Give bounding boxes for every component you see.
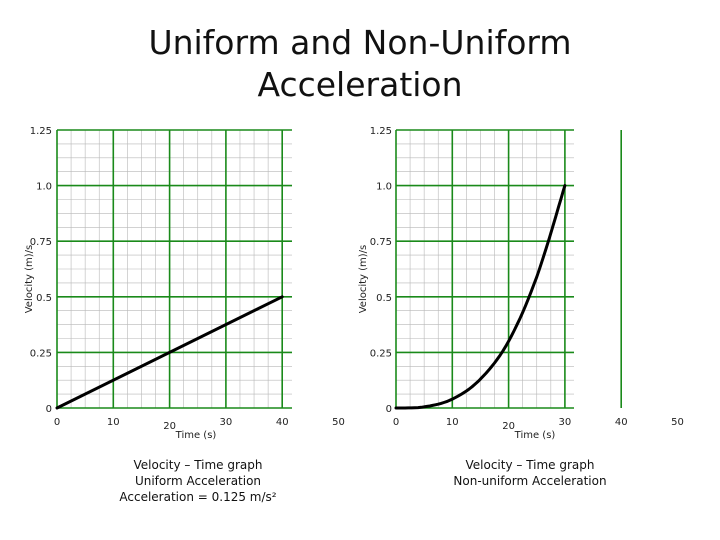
y-tick-label: 0.25 (370, 348, 392, 359)
chart-2-major-grid (395, 129, 623, 409)
y-tick-label: 0.75 (30, 237, 52, 248)
chart-1: 0 0.25 0.5 0.75 1.0 1.25 0 10 20 30 40 50 Time (s) Ve… (24, 126, 345, 441)
chart-1-caption-line-1: Velocity – Time graph (133, 458, 263, 472)
y-tick-label: 1.0 (36, 182, 52, 193)
chart-2-caption-line-2: Non-uniform Acceleration (453, 474, 607, 488)
chart-2-caption: Velocity – Time graph Non-uniform Accele… (410, 457, 650, 489)
y-axis-label: Velocity (m)/s (358, 245, 369, 314)
x-tick-label: 50 (671, 417, 684, 428)
x-tick-label: 20 (502, 421, 515, 432)
chart-2-minor-grid (395, 129, 574, 409)
chart-1-minor-grid (56, 129, 292, 409)
x-axis-label: Time (s) (175, 430, 217, 441)
chart-1-caption-line-3: Acceleration = 0.125 m/s² (119, 490, 277, 504)
x-axis-label: Time (s) (514, 430, 556, 441)
y-tick-label: 0.5 (376, 293, 392, 304)
x-tick-label: 0 (393, 417, 399, 428)
chart-2: 0 0.25 0.5 0.75 1.0 1.25 0 10 20 30 40 50 Time (s) Ve… (358, 126, 684, 441)
y-tick-label: 0.25 (30, 348, 52, 359)
title-line-1: Uniform and Non-Uniform (148, 23, 572, 62)
chart-2-caption-line-1: Velocity – Time graph (465, 458, 595, 472)
x-tick-label: 40 (615, 417, 628, 428)
x-tick-label: 0 (54, 417, 60, 428)
title-line-2: Acceleration (257, 65, 463, 104)
y-tick-label: 1.0 (376, 182, 392, 193)
x-tick-label: 30 (220, 417, 233, 428)
slide-title: Uniform and Non-Uniform Acceleration (0, 22, 720, 106)
x-tick-label: 20 (163, 421, 176, 432)
y-tick-label: 0.5 (36, 293, 52, 304)
y-tick-label: 0.75 (370, 237, 392, 248)
chart-1-series-line (55, 295, 284, 410)
x-tick-label: 10 (107, 417, 120, 428)
chart-2-series-line (394, 184, 567, 410)
x-tick-label: 50 (332, 417, 345, 428)
y-axis-label: Velocity (m)/s (24, 245, 35, 314)
chart-1-caption-line-2: Uniform Acceleration (134, 474, 262, 488)
x-tick-label: 10 (446, 417, 459, 428)
chart-1-major-grid (56, 129, 292, 409)
y-tick-label: 0 (386, 404, 392, 415)
x-tick-label: 40 (276, 417, 289, 428)
y-tick-label: 1.25 (30, 126, 52, 137)
y-tick-label: 0 (46, 404, 52, 415)
x-tick-label: 30 (559, 417, 572, 428)
chart-1-caption: Velocity – Time graph Uniform Accelerati… (78, 457, 318, 505)
y-tick-label: 1.25 (370, 126, 392, 137)
